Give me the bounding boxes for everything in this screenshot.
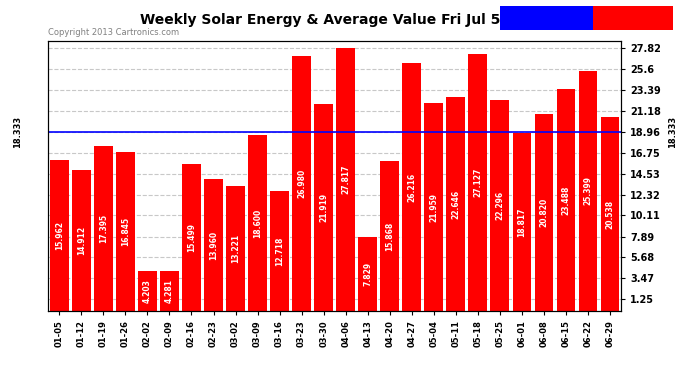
Text: 22.296: 22.296: [495, 191, 504, 220]
Text: 4.281: 4.281: [165, 279, 174, 303]
Bar: [469, 54, 487, 311]
Text: Daily  ($): Daily ($): [610, 13, 656, 22]
Text: 22.646: 22.646: [451, 189, 460, 219]
Text: 26.980: 26.980: [297, 169, 306, 198]
Text: 18.333: 18.333: [12, 116, 22, 148]
Text: Weekly Solar Energy & Average Value Fri Jul 5 05:35: Weekly Solar Energy & Average Value Fri …: [140, 13, 550, 27]
Bar: [116, 152, 135, 311]
Text: 27.817: 27.817: [341, 165, 350, 194]
Text: 7.829: 7.829: [363, 262, 372, 286]
Bar: [138, 272, 157, 311]
Text: 13.221: 13.221: [231, 234, 240, 263]
Bar: [336, 48, 355, 311]
Text: 18.600: 18.600: [253, 209, 262, 238]
Bar: [182, 164, 201, 311]
Bar: [226, 186, 245, 311]
Bar: [557, 89, 575, 311]
Bar: [293, 56, 311, 311]
Bar: [402, 63, 421, 311]
Text: 14.912: 14.912: [77, 226, 86, 255]
Bar: [50, 160, 69, 311]
Bar: [314, 104, 333, 311]
Bar: [579, 70, 598, 311]
Text: 15.962: 15.962: [55, 221, 63, 250]
Text: 12.718: 12.718: [275, 236, 284, 266]
Text: 17.395: 17.395: [99, 214, 108, 243]
Text: 21.919: 21.919: [319, 193, 328, 222]
Text: 15.868: 15.868: [385, 222, 394, 251]
Bar: [72, 170, 90, 311]
Text: 13.960: 13.960: [209, 231, 218, 260]
Text: 4.203: 4.203: [143, 279, 152, 303]
Bar: [248, 135, 267, 311]
Bar: [270, 191, 289, 311]
Text: 18.333: 18.333: [668, 116, 678, 148]
Text: 26.216: 26.216: [407, 172, 416, 202]
Bar: [600, 117, 620, 311]
Bar: [446, 97, 465, 311]
Bar: [204, 179, 223, 311]
Text: 25.399: 25.399: [584, 177, 593, 206]
Text: 18.817: 18.817: [518, 207, 526, 237]
Text: 23.488: 23.488: [562, 185, 571, 214]
Bar: [513, 133, 531, 311]
Bar: [424, 103, 443, 311]
Bar: [535, 114, 553, 311]
Bar: [358, 237, 377, 311]
Bar: [491, 100, 509, 311]
Text: Copyright 2013 Cartronics.com: Copyright 2013 Cartronics.com: [48, 28, 179, 37]
Text: 16.845: 16.845: [121, 217, 130, 246]
Text: 15.499: 15.499: [187, 224, 196, 252]
Bar: [94, 147, 112, 311]
Text: 20.538: 20.538: [606, 200, 615, 228]
Text: 20.820: 20.820: [540, 198, 549, 227]
Text: 27.127: 27.127: [473, 168, 482, 198]
Bar: [380, 161, 399, 311]
Text: 21.959: 21.959: [429, 193, 438, 222]
Text: Average  ($): Average ($): [515, 13, 578, 22]
Bar: [160, 271, 179, 311]
